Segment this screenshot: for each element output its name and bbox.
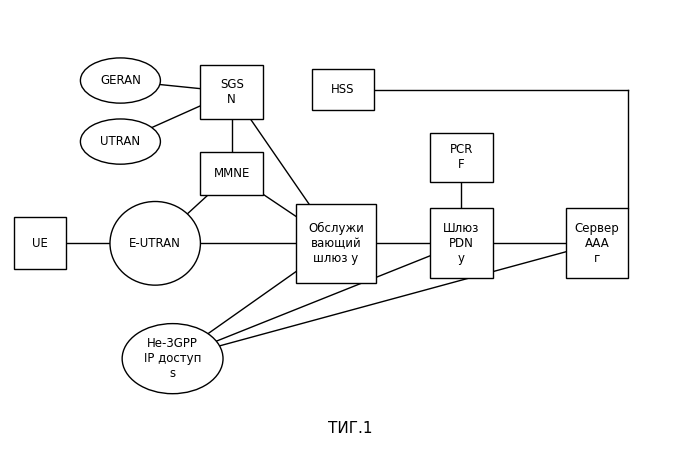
Text: GERAN: GERAN	[100, 74, 141, 87]
Text: Обслужи
вающий
шлюз у: Обслужи вающий шлюз у	[308, 222, 364, 265]
FancyBboxPatch shape	[200, 65, 263, 119]
FancyBboxPatch shape	[566, 208, 629, 278]
Text: UTRAN: UTRAN	[100, 135, 141, 148]
Ellipse shape	[80, 58, 160, 103]
FancyBboxPatch shape	[312, 69, 374, 110]
FancyBboxPatch shape	[430, 132, 493, 182]
Text: Сервер
AAA
г: Сервер AAA г	[575, 222, 620, 265]
Text: Шлюз
PDN
у: Шлюз PDN у	[443, 222, 480, 265]
Text: Не-3GPP
IP доступ
s: Не-3GPP IP доступ s	[144, 337, 202, 380]
Text: E-UTRAN: E-UTRAN	[130, 237, 181, 250]
Text: MMNE: MMNE	[214, 167, 250, 180]
FancyBboxPatch shape	[14, 217, 66, 269]
Text: PCR
F: PCR F	[449, 143, 473, 172]
Text: UE: UE	[32, 237, 48, 250]
Text: SGS
N: SGS N	[220, 78, 244, 106]
Ellipse shape	[80, 119, 160, 164]
FancyBboxPatch shape	[430, 208, 493, 278]
Text: ΤИГ.1: ΤИГ.1	[328, 421, 372, 436]
Ellipse shape	[122, 324, 223, 394]
FancyBboxPatch shape	[200, 152, 263, 195]
Text: HSS: HSS	[331, 83, 355, 96]
Ellipse shape	[110, 202, 200, 285]
FancyBboxPatch shape	[296, 204, 376, 283]
